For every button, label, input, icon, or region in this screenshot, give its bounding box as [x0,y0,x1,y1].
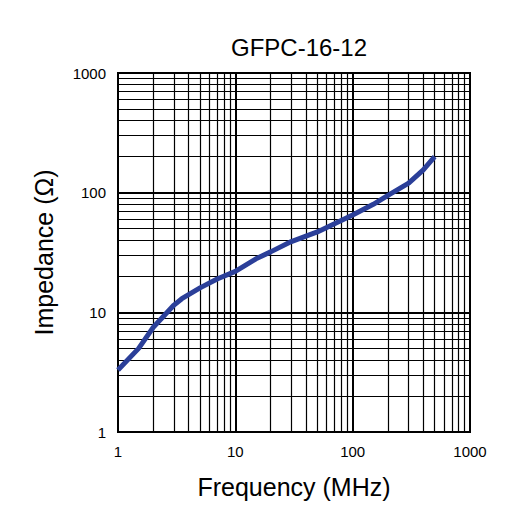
svg-text:100: 100 [81,184,106,201]
svg-text:1000: 1000 [73,65,106,82]
svg-text:GFPC-16-12: GFPC-16-12 [231,34,367,61]
svg-text:Frequency (MHz): Frequency (MHz) [197,473,390,501]
svg-text:Impedance (Ω): Impedance (Ω) [30,170,58,336]
svg-text:10: 10 [227,443,244,460]
svg-text:1: 1 [114,443,122,460]
svg-text:1000: 1000 [453,443,486,460]
svg-text:1: 1 [98,424,106,441]
svg-text:10: 10 [89,304,106,321]
svg-text:100: 100 [340,443,365,460]
